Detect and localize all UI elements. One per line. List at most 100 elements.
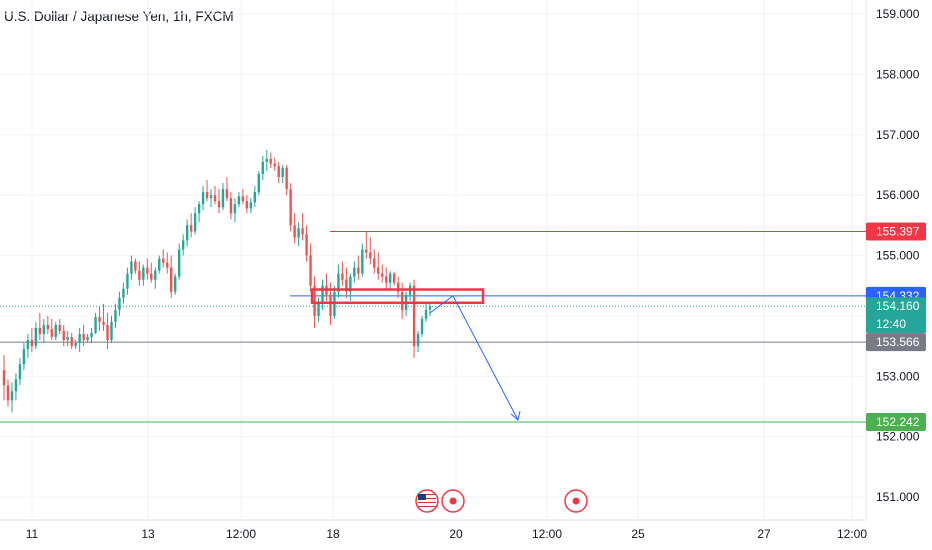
candle-body [82,333,85,341]
candle-body [237,196,241,205]
candle-body [381,273,384,277]
candle-body [349,276,352,292]
candle-body [233,204,237,214]
price-label-text-resistance: 155.397 [876,225,920,239]
candle-body [177,249,181,277]
candle-body [22,349,26,365]
y-tick-label: 153.000 [876,369,920,383]
y-tick-label: 158.000 [876,67,920,81]
y-tick-label: 159.000 [876,7,920,21]
x-tick-label: 12:00 [837,527,867,541]
candle-body [341,273,344,280]
candle-body [213,195,217,202]
candle-body [373,258,376,268]
x-tick-label: 13 [141,527,155,541]
candle-body [369,252,372,259]
us-flag-icon [415,489,439,513]
flag-stripe [418,502,436,503]
x-tick-label: 12:00 [226,527,256,541]
grid [0,0,867,521]
candle-body [86,337,89,341]
time-axis[interactable]: 11 13 12:00 18 20 12:00 25 27 12:00 [26,527,868,541]
y-tick-label: 155.000 [876,249,920,263]
price-label-text-current: 154.160 [876,299,920,313]
candle-body [94,317,97,333]
candle-body [170,267,173,292]
candle-body [337,273,340,292]
candle-body [58,324,61,331]
candle-body [269,158,272,164]
candle-body [54,324,57,338]
candle-body [78,333,81,344]
candle-body [396,282,400,292]
candle-body [388,273,392,283]
candle-body [305,234,308,256]
candle-body [66,337,69,341]
candle-body [174,276,177,292]
candle-body [353,267,356,277]
candle-body [253,192,257,203]
candle-body [62,330,65,341]
candle-body [317,303,320,316]
candle-body [181,240,185,250]
candle-body [10,391,14,401]
y-tick-label: 151.000 [876,490,920,504]
candle-body [420,318,424,334]
candle-body [26,340,30,350]
x-tick-label: 20 [449,527,463,541]
candle-body [412,285,416,347]
candle-body [193,213,197,232]
x-tick-label: 11 [26,527,39,541]
y-tick-label: 152.000 [876,430,920,444]
flag-stripe [418,496,436,497]
candle-body [225,189,229,199]
candle-body [90,332,93,338]
candle-body [309,255,312,286]
candle-body [154,270,157,280]
drawings[interactable] [310,288,521,421]
candle-body [329,294,332,316]
price-label-target [866,413,926,432]
candle-body [249,202,253,209]
x-tick-label: 27 [757,527,771,541]
candle-body [142,267,145,280]
candle-body [42,324,46,334]
candle-body [138,270,141,280]
candle-body [150,273,153,280]
flag-stripe [418,500,436,501]
candle-body [98,317,101,322]
candle-body [400,291,404,310]
candle-body [110,321,113,341]
candle-body [14,379,18,392]
candle-body [321,285,324,304]
candle-body [30,340,34,347]
price-label-text-gray: 153.566 [876,335,920,349]
candle-body [313,285,316,316]
price-label-current [866,297,926,334]
candle-body [34,327,38,347]
flag-stripe [418,498,436,499]
candle-body [122,288,125,298]
candle-body [257,173,260,193]
event-markers[interactable] [415,489,588,513]
event-dot [449,497,457,505]
price-label-resistance [866,222,926,241]
candle-body [392,273,396,283]
candle-body [189,225,193,232]
candle-body [377,267,380,274]
flag-stripe [418,494,436,495]
candle-body [241,196,245,202]
candle-body [46,324,49,330]
candle-body [273,163,276,167]
candle-body [245,201,249,209]
candle-body [70,337,73,347]
candle-body [297,228,300,238]
candle-body [217,201,221,208]
candle-body [301,228,304,235]
x-tick-label: 18 [326,527,340,541]
x-tick-label: 12:00 [532,527,562,541]
candle-body [229,198,233,214]
price-axis[interactable]: 151.000152.000153.000154.000155.000156.0… [866,7,926,504]
supply-zone [310,288,485,305]
